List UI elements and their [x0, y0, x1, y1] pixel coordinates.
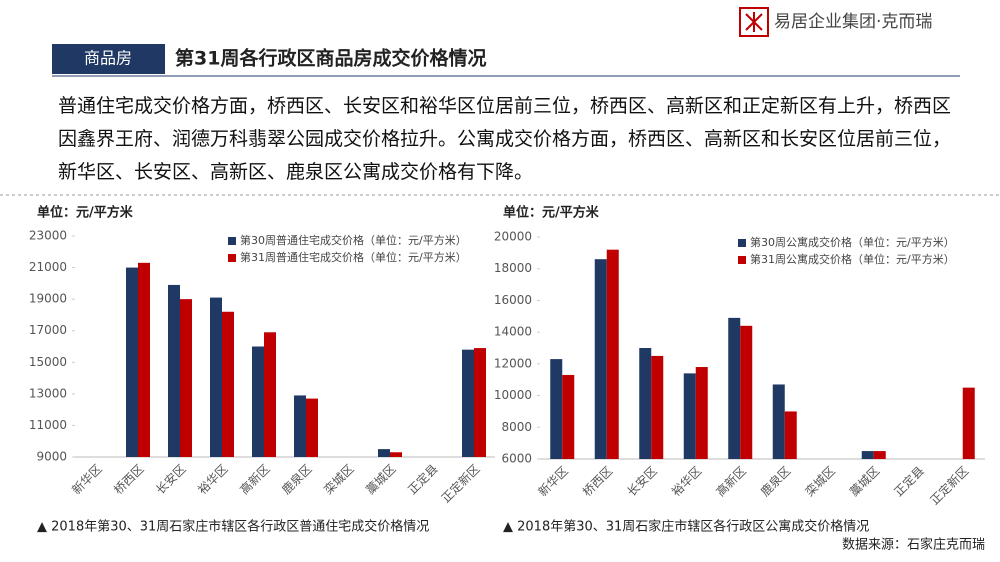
x-tick-label: 鹿泉区 [757, 463, 793, 499]
x-tick-label: 桥西区 [111, 462, 146, 497]
legend-label: 第31周普通住宅成交价格（单位：元/平方米） [240, 250, 467, 264]
x-tick-label: 高新区 [237, 461, 273, 497]
x-tick-label: 正定县 [405, 461, 441, 497]
logo-icon [739, 7, 769, 37]
bar [180, 299, 192, 457]
summary: 普通住宅成交价格方面，桥西区、长安区和裕华区位居前三位，桥西区、高新区和正定新区… [58, 95, 952, 183]
bar [562, 374, 575, 459]
y-tick-label: 19000 [29, 292, 67, 306]
bar [252, 346, 264, 457]
x-tick-label: 栾城区 [321, 461, 357, 497]
legend-label: 第31周公寓成交价格（单位：元/平方米） [750, 252, 955, 266]
y-tick-label: 14000 [494, 325, 532, 339]
x-tick-label: 裕华区 [195, 461, 231, 497]
y-tick-label: 16000 [494, 293, 532, 307]
y-unit-label: 单位：元/平方米 [503, 205, 600, 221]
bar [873, 451, 886, 459]
y-unit-label: 单位：元/平方米 [37, 205, 134, 221]
y-tick-label: 11000 [29, 418, 67, 432]
bar [683, 373, 696, 459]
bar [772, 384, 785, 459]
x-tick-label: 栾城区 [802, 463, 838, 499]
bar [306, 398, 318, 457]
brand: 易居企业集团·克而瑞 [774, 12, 932, 32]
bar [138, 262, 150, 457]
chart-caption: ▲ 2018年第30、31周石家庄市辖区各行政区普通住宅成交价格情况 [37, 519, 429, 535]
legend-label: 第30周公寓成交价格（单位：元/平方米） [750, 235, 955, 249]
bar [606, 249, 619, 459]
legend-swatch [738, 239, 746, 247]
y-tick-label: 15000 [29, 355, 67, 369]
y-tick-label: 20000 [494, 230, 532, 244]
bar [294, 395, 306, 457]
x-tick-label: 正定新区 [927, 463, 972, 508]
y-tick-label: 6000 [501, 452, 532, 466]
legend-swatch [228, 237, 236, 245]
y-tick-label: 8000 [501, 420, 532, 434]
x-tick-label: 长安区 [153, 461, 189, 497]
bar [728, 317, 741, 459]
bar [474, 348, 486, 457]
legend-label: 第30周普通住宅成交价格（单位：元/平方米） [240, 233, 467, 247]
bar [594, 259, 607, 459]
bar [639, 348, 652, 459]
bar [861, 451, 874, 459]
x-tick-label: 正定新区 [438, 461, 483, 506]
bar [651, 355, 664, 459]
bar [264, 332, 276, 457]
y-tick-label: 21000 [29, 260, 67, 274]
bar [168, 284, 180, 457]
y-tick-label: 18000 [494, 261, 532, 275]
legend-swatch [738, 256, 746, 264]
bar [462, 349, 474, 457]
bar [962, 387, 975, 459]
x-tick-label: 桥西区 [580, 464, 615, 499]
bar [695, 367, 708, 459]
y-tick-label: 10000 [494, 388, 532, 402]
x-tick-label: 新华区 [535, 463, 571, 499]
tag-box [52, 44, 165, 74]
x-tick-label: 长安区 [624, 463, 660, 499]
legend-swatch [228, 254, 236, 262]
x-tick-label: 高新区 [713, 463, 749, 499]
y-tick-label: 9000 [36, 450, 67, 464]
bar [378, 449, 390, 457]
x-tick-label: 鹿泉区 [279, 461, 315, 497]
x-tick-label: 裕华区 [668, 463, 704, 499]
y-tick-label: 12000 [494, 356, 532, 370]
y-tick-label: 23000 [29, 229, 67, 243]
bar [222, 311, 234, 457]
x-tick-label: 藁城区 [847, 464, 882, 499]
logo-mark [745, 12, 763, 32]
bar [550, 359, 563, 459]
bar [390, 452, 402, 457]
chart-caption: ▲ 2018年第30、31周石家庄市辖区各行政区公寓成交价格情况 [503, 519, 869, 535]
x-tick-label: 正定县 [891, 463, 927, 499]
bar [784, 411, 797, 459]
bar [210, 297, 222, 457]
slide-title: 第31周各行政区商品房成交价格情况 [175, 47, 486, 70]
bar [126, 267, 138, 457]
y-tick-label: 17000 [29, 323, 67, 337]
x-tick-label: 藁城区 [363, 462, 398, 497]
y-tick-label: 13000 [29, 386, 67, 400]
x-tick-label: 新华区 [69, 461, 105, 497]
source: 数据来源：石家庄克而瑞 [842, 537, 985, 553]
tag-text: 商品房 [84, 49, 132, 68]
bar [740, 325, 753, 459]
